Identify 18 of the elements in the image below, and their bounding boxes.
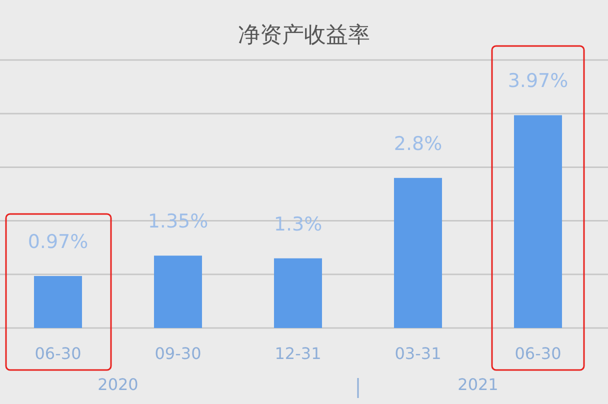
x-tick-label: 12-31 [274,344,322,363]
x-tick-label: 09-30 [154,344,202,363]
bar [34,276,82,328]
x-tick-label: 06-30 [34,344,82,363]
data-label: 2.8% [394,132,442,155]
chart-title: 净资产收益率 [238,23,370,48]
x-tick-label: 06-30 [514,344,562,363]
data-label: 1.3% [274,213,322,236]
text: 2020 [98,375,138,394]
bar [394,178,442,328]
text: 2021 [458,375,498,394]
bar [154,256,202,328]
bar [514,115,562,328]
bar [274,258,322,328]
data-label: 3.97% [508,70,568,92]
data-label: 0.97% [28,231,88,254]
data-label: 1.35% [148,210,208,233]
x-tick-label: 03-31 [394,344,442,363]
